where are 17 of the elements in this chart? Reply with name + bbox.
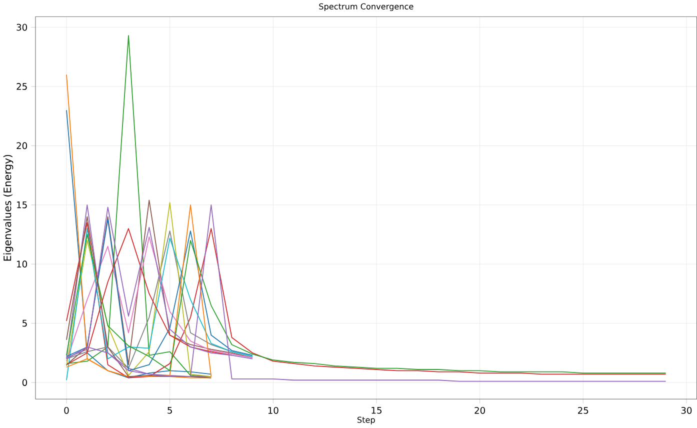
y-axis-title: Eigenvalues (Energy) (3, 155, 14, 261)
x-tick-label: 25 (578, 407, 588, 414)
y-tick-label: 15 (17, 202, 27, 208)
y-tick-label: 0 (22, 379, 28, 386)
x-tick-label: 15 (372, 407, 382, 414)
x-axis-title: Step (357, 416, 375, 425)
x-tick-label: 0 (64, 407, 69, 414)
y-tick-label: 30 (16, 24, 28, 31)
chart-title: Spectrum Convergence (319, 3, 414, 12)
y-tick-label: 10 (17, 260, 28, 268)
x-tick-label: 30 (681, 407, 692, 414)
x-tick-label: 5 (168, 407, 172, 414)
x-tick-label: 10 (268, 407, 278, 414)
x-tick-label: 20 (474, 407, 485, 414)
y-tick-label: 25 (16, 83, 27, 90)
y-tick-label: 20 (16, 142, 28, 150)
y-tick-label: 5 (22, 320, 27, 327)
